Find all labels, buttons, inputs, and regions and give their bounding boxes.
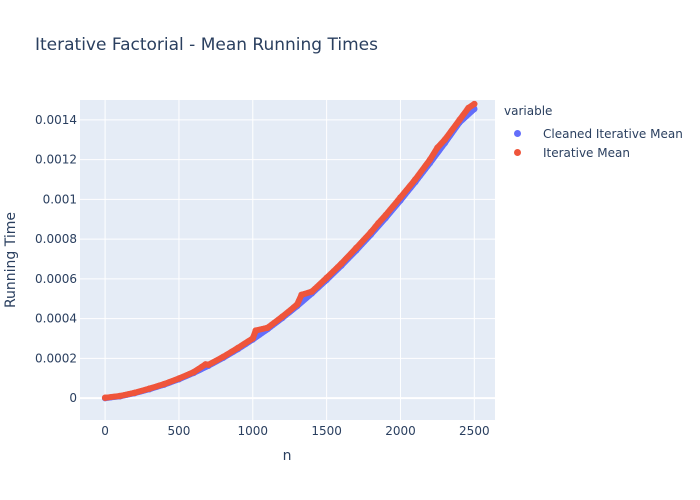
data-point[interactable] <box>434 144 441 151</box>
plot-area <box>80 100 495 420</box>
legend-label: Iterative Mean <box>543 145 630 160</box>
data-point[interactable] <box>412 176 419 183</box>
data-point[interactable] <box>367 228 375 236</box>
data-point[interactable] <box>456 116 463 124</box>
y-tick-label: 0.0014 <box>35 113 77 127</box>
x-tick-label: 2500 <box>459 424 490 438</box>
data-point[interactable] <box>160 380 168 388</box>
y-tick-label: 0.0008 <box>35 232 77 246</box>
data-point[interactable] <box>190 368 197 376</box>
data-point[interactable] <box>252 327 259 334</box>
data-point[interactable] <box>471 100 478 108</box>
y-axis-label: Running Time <box>3 212 19 308</box>
x-tick-label: 1500 <box>311 424 342 438</box>
data-point[interactable] <box>323 274 330 282</box>
y-tick-label: 0.0006 <box>35 272 77 286</box>
tick-labels: 0 500 1000 1500 2000 2500 0 0.0002 0.0004 0.0006 0… <box>35 113 490 438</box>
y-tick-label: 0.001 <box>43 192 77 206</box>
legend-item-cleaned-iterative-mean[interactable]: Cleaned Iterative Mean <box>514 124 683 143</box>
legend-item-iterative-mean[interactable]: Iterative Mean <box>514 143 683 162</box>
y-tick-label: 0.0012 <box>35 153 77 167</box>
data-point[interactable] <box>293 301 301 308</box>
x-tick-label: 2000 <box>385 424 416 438</box>
y-tick-label: 0.0002 <box>35 351 77 365</box>
x-tick-label: 0 <box>101 424 109 438</box>
data-point[interactable] <box>465 104 472 112</box>
data-point[interactable] <box>426 156 434 163</box>
grid-lines <box>80 100 495 420</box>
data-point[interactable] <box>375 220 382 227</box>
legend-title: variable <box>504 104 553 118</box>
data-point[interactable] <box>308 288 316 295</box>
data-point[interactable] <box>205 361 212 368</box>
data-point[interactable] <box>264 324 271 331</box>
x-tick-label: 1000 <box>238 424 269 438</box>
legend: variable Cleaned Iterative Mean Iterativ… <box>504 104 683 162</box>
legend-label: Cleaned Iterative Mean <box>543 126 683 141</box>
data-point[interactable] <box>352 244 360 252</box>
y-tick-label: 0.0004 <box>35 312 77 326</box>
x-tick-label: 500 <box>167 424 190 438</box>
chart-title: Iterative Factorial - Mean Running Times <box>35 35 378 55</box>
y-tick-label: 0 <box>69 391 77 405</box>
legend-marker-icon <box>514 130 521 137</box>
data-point[interactable] <box>441 136 448 143</box>
series-layer <box>101 100 478 402</box>
data-point[interactable] <box>131 389 138 396</box>
data-point[interactable] <box>101 394 109 401</box>
data-point[interactable] <box>279 313 286 320</box>
series-iterative-mean <box>101 100 478 401</box>
data-point[interactable] <box>220 353 227 360</box>
data-point[interactable] <box>146 385 153 392</box>
data-point[interactable] <box>234 344 242 352</box>
x-axis-label: n <box>283 448 292 464</box>
data-point[interactable] <box>338 260 345 267</box>
data-point[interactable] <box>397 194 404 201</box>
data-point[interactable] <box>298 291 305 298</box>
legend-marker-icon <box>514 149 521 156</box>
data-point[interactable] <box>116 392 124 400</box>
data-point[interactable] <box>249 335 256 342</box>
data-point[interactable] <box>175 375 183 382</box>
data-point[interactable] <box>382 211 389 219</box>
